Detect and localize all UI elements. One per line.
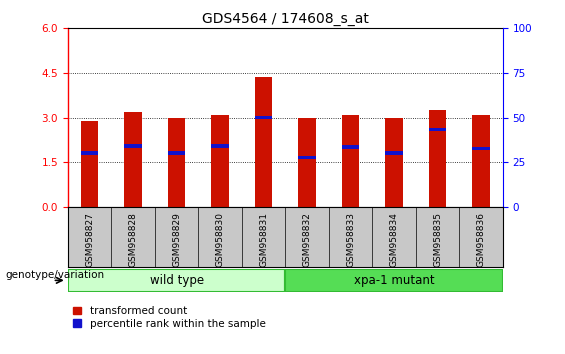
Text: GSM958830: GSM958830 xyxy=(216,212,224,267)
Bar xyxy=(211,115,229,207)
Bar xyxy=(285,269,503,292)
Bar xyxy=(342,145,359,149)
Bar xyxy=(168,152,185,155)
Text: xpa-1 mutant: xpa-1 mutant xyxy=(354,274,434,287)
Bar xyxy=(124,144,142,148)
Bar xyxy=(81,152,98,155)
Bar xyxy=(255,78,272,207)
Text: GSM958835: GSM958835 xyxy=(433,212,442,267)
Bar xyxy=(472,115,490,207)
Bar xyxy=(429,127,446,131)
Text: GSM958833: GSM958833 xyxy=(346,212,355,267)
Text: genotype/variation: genotype/variation xyxy=(6,270,105,280)
Title: GDS4564 / 174608_s_at: GDS4564 / 174608_s_at xyxy=(202,12,369,26)
Text: GSM958834: GSM958834 xyxy=(390,212,398,267)
Text: GSM958832: GSM958832 xyxy=(303,212,311,267)
Text: wild type: wild type xyxy=(150,274,203,287)
Bar xyxy=(298,156,316,159)
Bar xyxy=(429,110,446,207)
Bar xyxy=(81,121,98,207)
Bar xyxy=(255,116,272,119)
Bar xyxy=(124,112,142,207)
Text: GSM958828: GSM958828 xyxy=(129,212,137,267)
Bar xyxy=(385,152,403,155)
Text: GSM958827: GSM958827 xyxy=(85,212,94,267)
Bar xyxy=(385,118,403,207)
Text: GSM958829: GSM958829 xyxy=(172,212,181,267)
Bar xyxy=(298,118,316,207)
Legend: transformed count, percentile rank within the sample: transformed count, percentile rank withi… xyxy=(73,306,266,329)
Bar xyxy=(342,115,359,207)
Bar xyxy=(211,144,229,148)
Bar xyxy=(168,118,185,207)
Text: GSM958836: GSM958836 xyxy=(477,212,485,267)
Text: GSM958831: GSM958831 xyxy=(259,212,268,267)
Bar xyxy=(472,147,490,150)
Bar xyxy=(68,269,285,292)
